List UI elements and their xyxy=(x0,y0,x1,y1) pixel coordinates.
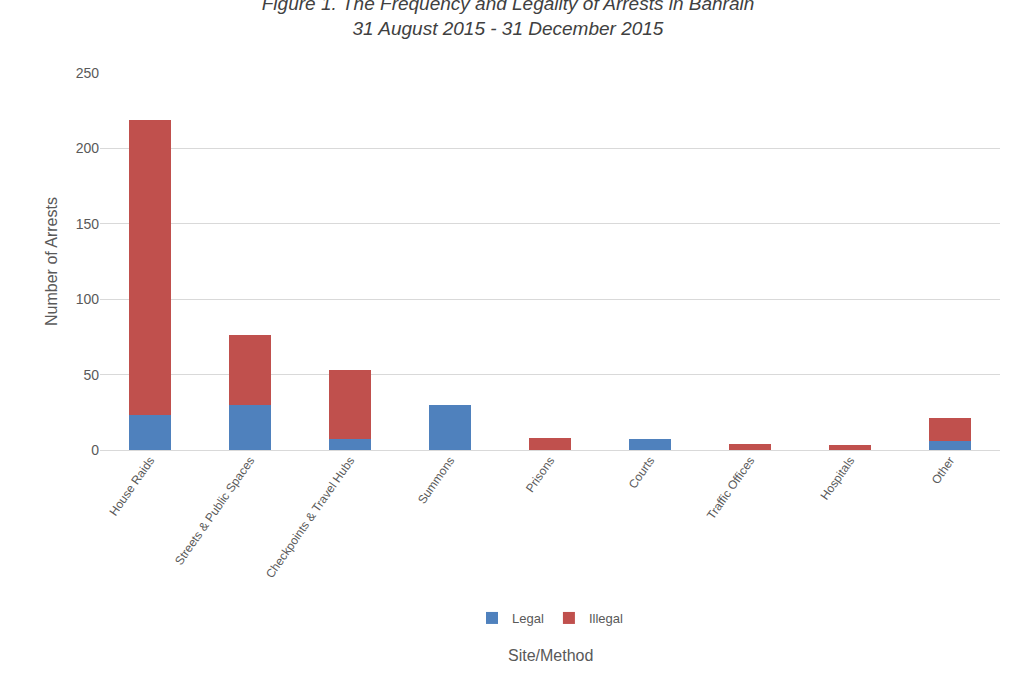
svg-text:200: 200 xyxy=(76,140,100,156)
svg-text:Courts: Courts xyxy=(626,454,658,491)
svg-text:250: 250 xyxy=(76,65,100,81)
svg-text:Streets & Public Spaces: Streets & Public Spaces xyxy=(172,454,257,567)
svg-text:Hospitals: Hospitals xyxy=(818,454,858,502)
svg-text:Number of Arrests: Number of Arrests xyxy=(43,197,60,326)
svg-text:Other: Other xyxy=(929,454,958,487)
svg-text:50: 50 xyxy=(83,367,99,383)
svg-text:Figure 1. The Frequency and Le: Figure 1. The Frequency and Legality of … xyxy=(262,0,755,39)
svg-text:0: 0 xyxy=(91,442,99,458)
svg-text:Checkpoints & Travel Hubs: Checkpoints & Travel Hubs xyxy=(263,454,357,581)
svg-text:House Raids: House Raids xyxy=(106,454,157,518)
svg-text:Legal: Legal xyxy=(512,611,544,626)
svg-text:Prisons: Prisons xyxy=(523,454,557,495)
svg-text:100: 100 xyxy=(76,291,100,307)
svg-text:Illegal: Illegal xyxy=(589,611,623,626)
svg-text:Traffic Offices: Traffic Offices xyxy=(704,454,757,522)
svg-text:Summons: Summons xyxy=(415,454,457,506)
svg-text:Site/Method: Site/Method xyxy=(508,647,593,664)
svg-text:150: 150 xyxy=(76,216,100,232)
